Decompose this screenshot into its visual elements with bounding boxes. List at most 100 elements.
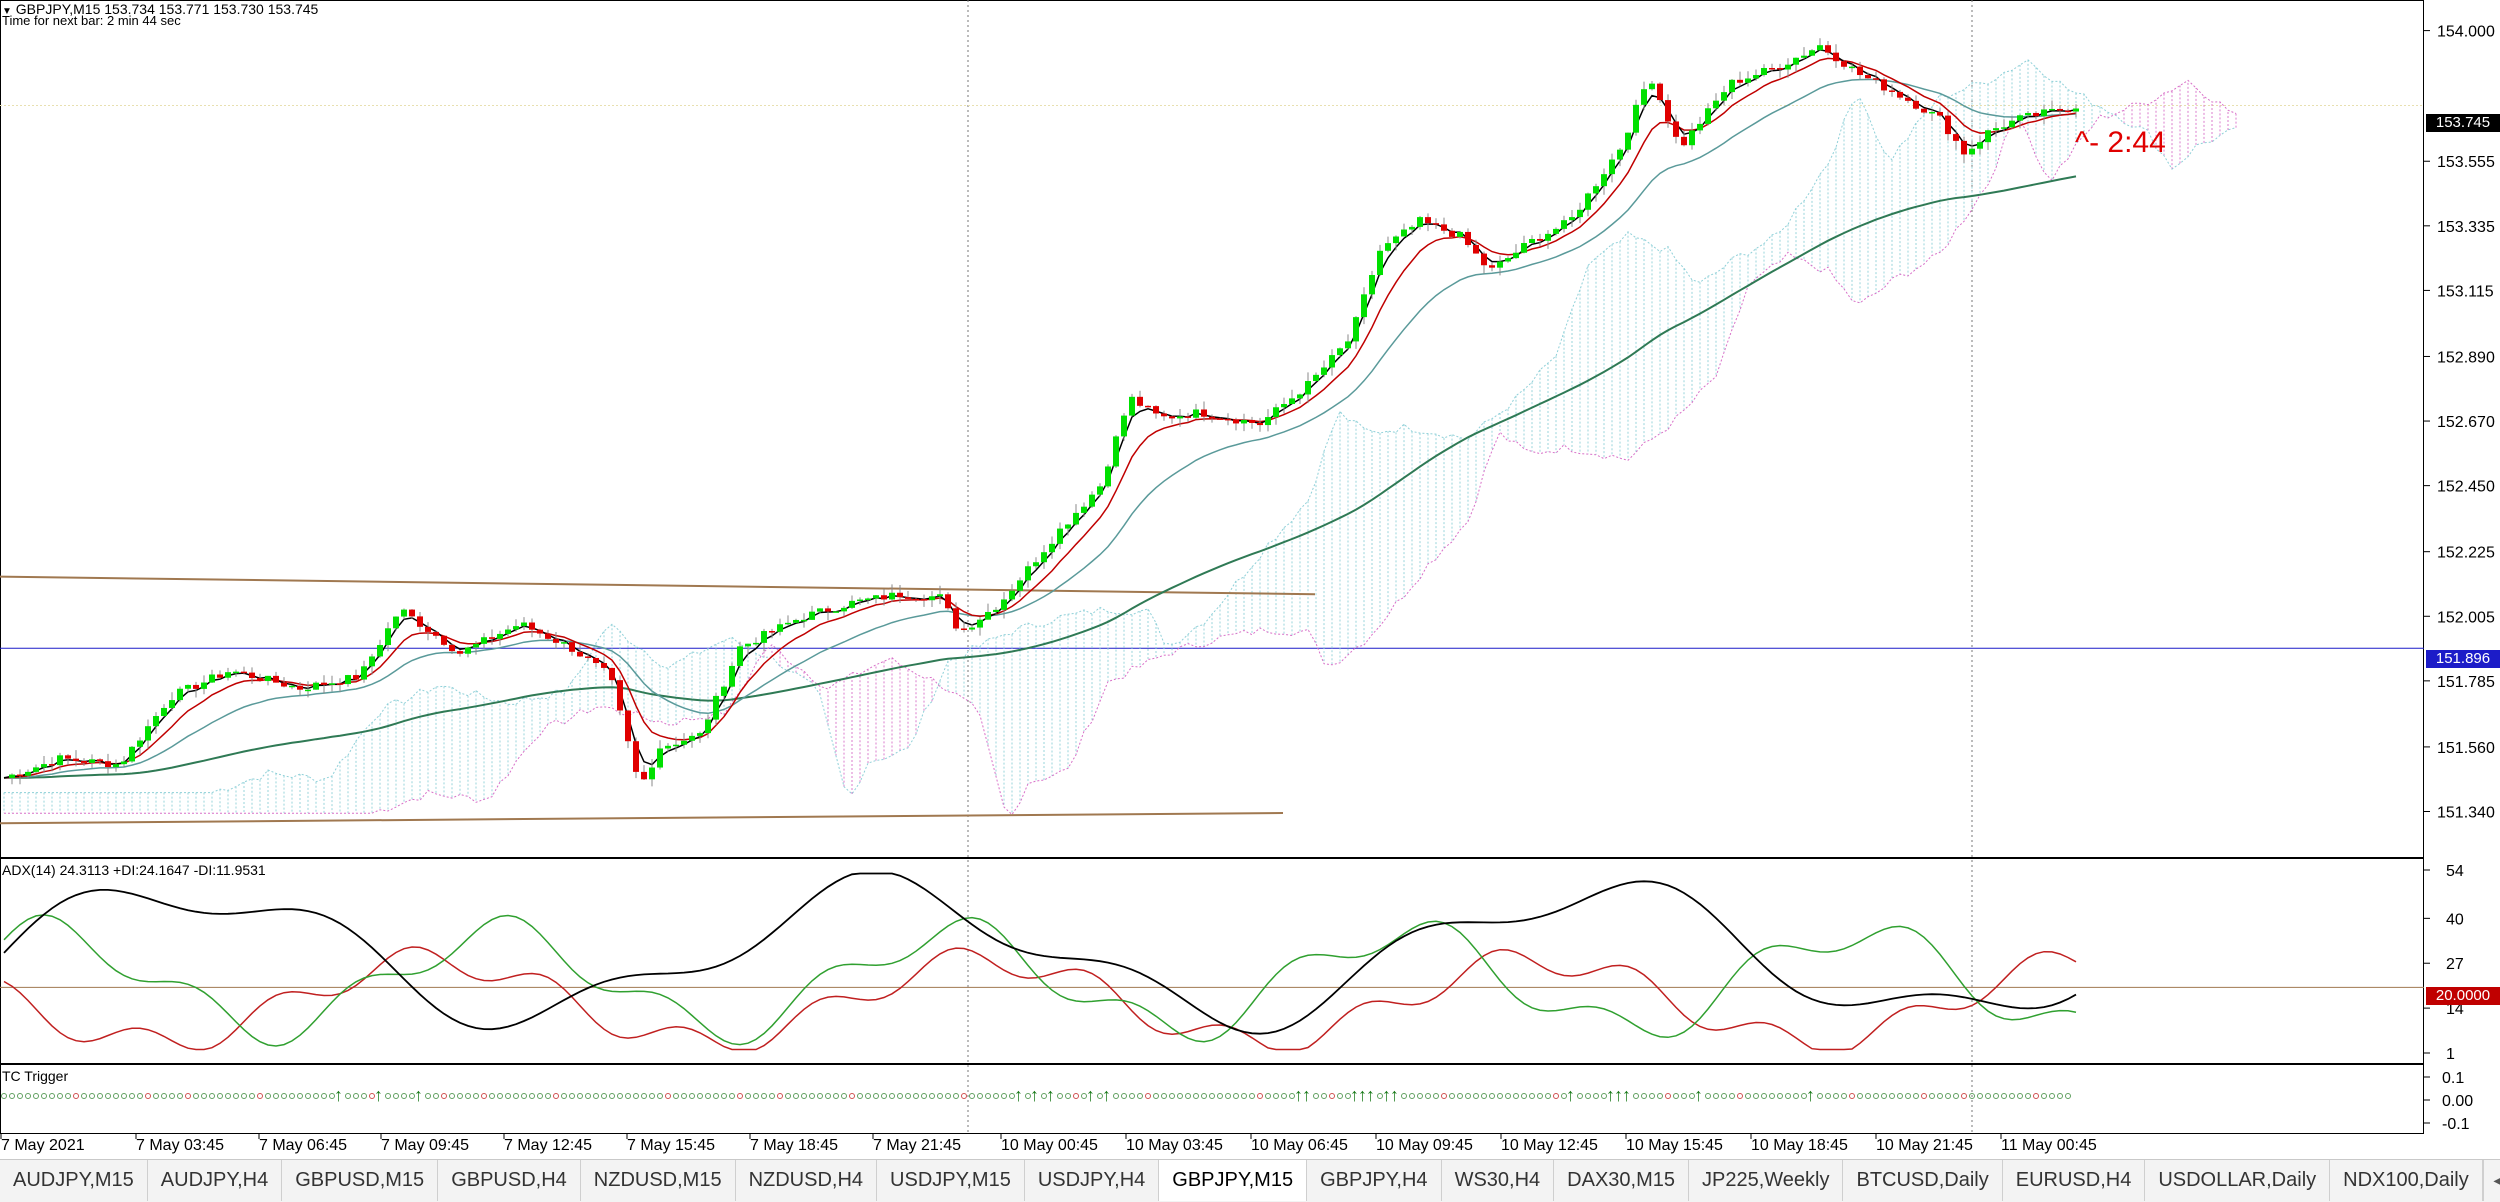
candlestick[interactable] bbox=[1849, 64, 1855, 73]
candlestick[interactable] bbox=[689, 732, 695, 748]
candlestick[interactable] bbox=[457, 650, 463, 657]
candlestick[interactable] bbox=[1921, 108, 1927, 115]
candlestick[interactable] bbox=[1081, 502, 1087, 517]
candlestick[interactable] bbox=[1601, 168, 1607, 195]
candlestick[interactable] bbox=[625, 710, 631, 749]
candlestick[interactable] bbox=[1681, 130, 1687, 147]
candlestick[interactable] bbox=[809, 605, 815, 620]
tab-usdjpy-m15[interactable]: USDJPY,M15 bbox=[877, 1160, 1025, 1201]
candlestick[interactable] bbox=[1329, 349, 1335, 376]
candlestick[interactable] bbox=[705, 714, 711, 739]
candlestick[interactable] bbox=[409, 609, 415, 619]
candlestick[interactable] bbox=[737, 641, 743, 669]
candlestick[interactable] bbox=[289, 684, 295, 690]
candlestick[interactable] bbox=[1025, 561, 1031, 588]
candlestick[interactable] bbox=[553, 631, 559, 649]
candlestick[interactable] bbox=[1785, 58, 1791, 78]
candlestick[interactable] bbox=[25, 769, 31, 779]
candlestick[interactable] bbox=[953, 602, 959, 632]
candlestick[interactable] bbox=[1657, 82, 1663, 103]
candlestick[interactable] bbox=[65, 754, 71, 765]
candlestick[interactable] bbox=[313, 681, 319, 690]
candlestick[interactable] bbox=[113, 759, 119, 772]
candlestick[interactable] bbox=[105, 753, 111, 774]
candlestick[interactable] bbox=[305, 681, 311, 698]
candlestick[interactable] bbox=[97, 758, 103, 765]
tab-dax30-m15[interactable]: DAX30,M15 bbox=[1554, 1160, 1689, 1201]
candlestick[interactable] bbox=[1961, 136, 1967, 164]
candlestick[interactable] bbox=[769, 628, 775, 639]
candlestick[interactable] bbox=[785, 615, 791, 626]
candlestick[interactable] bbox=[617, 676, 623, 716]
candlestick[interactable] bbox=[1409, 225, 1415, 235]
candlestick[interactable] bbox=[2073, 104, 2079, 118]
candlestick[interactable] bbox=[1097, 483, 1103, 497]
candlestick[interactable] bbox=[1017, 577, 1023, 597]
candlestick[interactable] bbox=[1449, 228, 1455, 238]
candlestick[interactable] bbox=[241, 666, 247, 675]
candlestick[interactable] bbox=[633, 737, 639, 779]
candlestick[interactable] bbox=[49, 757, 55, 772]
candlestick[interactable] bbox=[1833, 44, 1839, 68]
candlestick[interactable] bbox=[1545, 230, 1551, 249]
candlestick[interactable] bbox=[753, 637, 759, 646]
candlestick[interactable] bbox=[2017, 114, 2023, 129]
candlestick[interactable] bbox=[1049, 536, 1055, 559]
candlestick[interactable] bbox=[777, 618, 783, 636]
candlestick[interactable] bbox=[1057, 522, 1063, 550]
candlestick[interactable] bbox=[1353, 316, 1359, 349]
main-chart-panel[interactable] bbox=[0, 0, 2424, 858]
candlestick[interactable] bbox=[601, 656, 607, 671]
candlestick[interactable] bbox=[857, 597, 863, 606]
candlestick[interactable] bbox=[729, 662, 735, 688]
candlestick[interactable] bbox=[1993, 122, 1999, 137]
candlestick[interactable] bbox=[385, 622, 391, 652]
candlestick[interactable] bbox=[433, 631, 439, 639]
candlestick[interactable] bbox=[1169, 415, 1175, 424]
candlestick[interactable] bbox=[265, 675, 271, 686]
candlestick[interactable] bbox=[1825, 41, 1831, 56]
candlestick[interactable] bbox=[1881, 77, 1887, 96]
candlestick[interactable] bbox=[497, 630, 503, 646]
upper-trend-line[interactable] bbox=[0, 575, 1316, 596]
candlestick[interactable] bbox=[465, 646, 471, 658]
candlestick[interactable] bbox=[881, 589, 887, 606]
candlestick[interactable] bbox=[353, 669, 359, 681]
candlestick[interactable] bbox=[1777, 63, 1783, 78]
candlestick[interactable] bbox=[1321, 360, 1327, 378]
candlestick[interactable] bbox=[33, 764, 39, 774]
candlestick[interactable] bbox=[1361, 287, 1367, 325]
candlestick[interactable] bbox=[1433, 218, 1439, 229]
candlestick[interactable] bbox=[1305, 372, 1311, 404]
candlestick[interactable] bbox=[929, 591, 935, 608]
candlestick[interactable] bbox=[825, 605, 831, 621]
candlestick[interactable] bbox=[985, 603, 991, 620]
candlestick[interactable] bbox=[545, 629, 551, 641]
candlestick[interactable] bbox=[489, 629, 495, 645]
candlestick[interactable] bbox=[1161, 410, 1167, 421]
candlestick[interactable] bbox=[793, 618, 799, 623]
candlestick[interactable] bbox=[1481, 251, 1487, 274]
tab-ws30-h4[interactable]: WS30,H4 bbox=[1442, 1160, 1555, 1201]
candlestick[interactable] bbox=[2065, 108, 2071, 113]
candlestick[interactable] bbox=[961, 621, 967, 633]
candlestick[interactable] bbox=[1705, 103, 1711, 126]
candlestick[interactable] bbox=[1073, 504, 1079, 526]
candlestick[interactable] bbox=[1105, 464, 1111, 488]
candlestick[interactable] bbox=[217, 670, 223, 680]
candlestick[interactable] bbox=[1897, 89, 1903, 100]
candlestick[interactable] bbox=[1769, 63, 1775, 72]
candlestick[interactable] bbox=[1985, 129, 1991, 150]
candlestick[interactable] bbox=[1137, 390, 1143, 408]
candlestick[interactable] bbox=[561, 640, 567, 650]
candlestick[interactable] bbox=[1393, 235, 1399, 251]
candlestick[interactable] bbox=[1929, 109, 1935, 122]
candlestick[interactable] bbox=[449, 643, 455, 654]
chart-canvas[interactable]: ↑ ↑ ↑ ↑ ↑ ↑ ↑ ↑ ↑ ↑ ↑ ↑ ↑ ↑ ↑ ↑ ↑ ↑ ↑ ↑ ↑ 154.000153.555153.… bbox=[0, 0, 2500, 1159]
candlestick[interactable] bbox=[569, 641, 575, 656]
candlestick[interactable] bbox=[345, 674, 351, 687]
candlestick[interactable] bbox=[761, 628, 767, 652]
candlestick[interactable] bbox=[337, 678, 343, 693]
candlestick[interactable] bbox=[649, 759, 655, 787]
candlestick[interactable] bbox=[1417, 216, 1423, 230]
